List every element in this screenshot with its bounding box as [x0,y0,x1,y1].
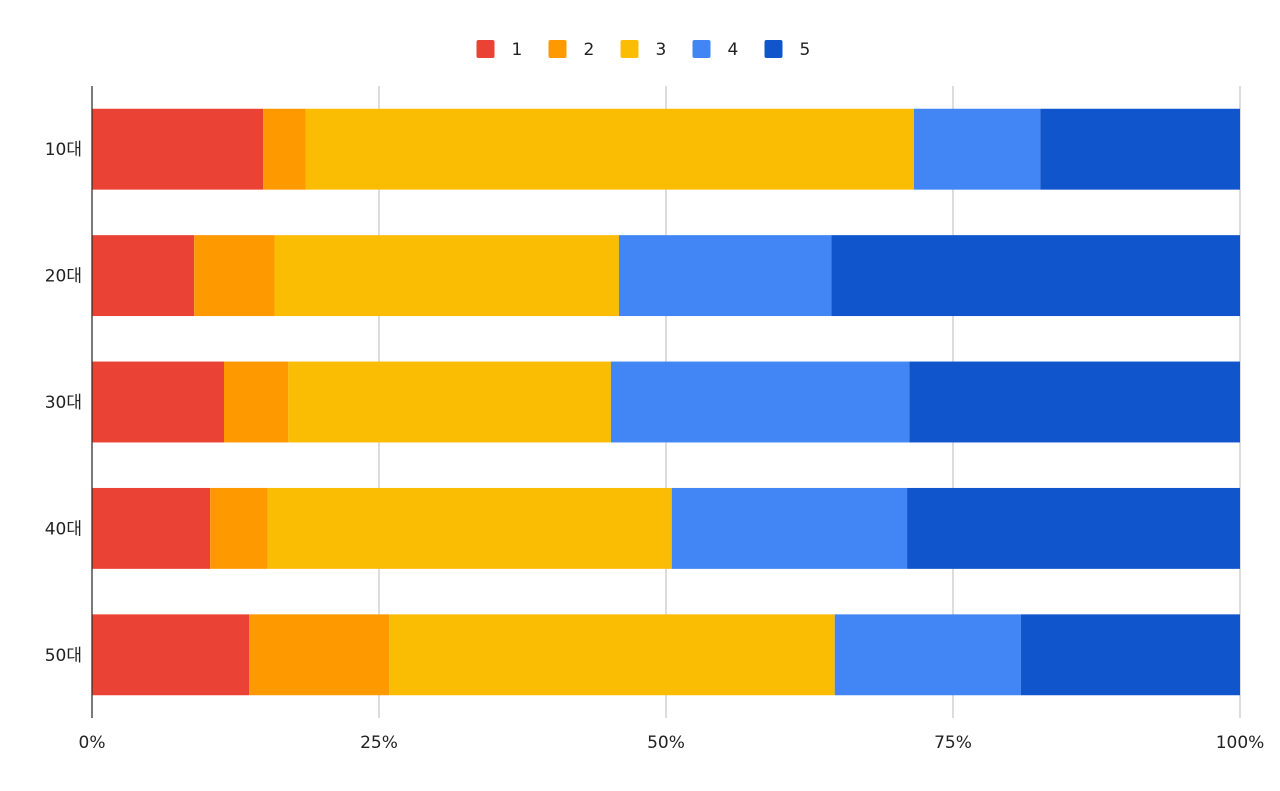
bar-segment-5[interactable] [1020,614,1240,696]
category-labels: 10대 20대 30대 40대 50대 [45,140,82,666]
bar-segment-5[interactable] [909,361,1240,443]
bar-segment-3[interactable] [274,235,619,317]
legend-label: 5 [800,40,811,60]
category-label: 30대 [45,393,82,413]
bar-segment-2[interactable] [194,235,275,317]
bar-segment-2[interactable] [263,108,306,190]
bar-segment-5[interactable] [831,235,1240,317]
legend-swatch [476,40,495,58]
bar-segment-3[interactable] [288,361,611,443]
bar-segment-2[interactable] [210,487,268,569]
x-tick-label: 100% [1216,733,1265,753]
bar-segment-3[interactable] [305,108,914,190]
bars [92,108,1240,696]
legend[interactable]: 1 2 3 4 5 [476,40,811,60]
category-label: 50대 [45,646,82,666]
legend-item-1[interactable]: 1 [476,40,523,60]
x-tick-label: 50% [647,733,685,753]
legend-label: 4 [728,40,739,60]
x-tick-label: 0% [79,733,106,753]
x-tick-labels: 0% 25% 50% 75% 100% [79,733,1265,753]
bar-segment-4[interactable] [610,361,910,443]
legend-label: 1 [512,40,523,60]
category-label: 40대 [45,519,82,539]
bar-segment-2[interactable] [249,614,390,696]
bar-segment-4[interactable] [618,235,832,317]
bar-segment-1[interactable] [92,614,250,696]
bar-segment-1[interactable] [92,108,264,190]
bar-segment-4[interactable] [913,108,1041,190]
legend-swatch [548,40,567,58]
bar-segment-4[interactable] [834,614,1021,696]
bar-segment-2[interactable] [224,361,289,443]
legend-label: 2 [584,40,595,60]
bar-segment-3[interactable] [267,487,672,569]
legend-item-2[interactable]: 2 [548,40,595,60]
legend-swatch [764,40,783,58]
legend-item-4[interactable]: 4 [692,40,739,60]
bar-segment-1[interactable] [92,361,225,443]
legend-swatch [692,40,711,58]
bar-segment-1[interactable] [92,235,195,317]
category-label: 10대 [45,140,82,160]
category-label: 20대 [45,267,82,287]
bar-segment-1[interactable] [92,487,211,569]
x-tick-label: 75% [934,733,972,753]
bar-segment-4[interactable] [671,487,908,569]
legend-swatch [620,40,639,58]
legend-label: 3 [656,40,667,60]
legend-item-3[interactable]: 3 [620,40,667,60]
bar-segment-5[interactable] [907,487,1240,569]
x-tick-label: 25% [360,733,398,753]
legend-item-5[interactable]: 5 [764,40,811,60]
bar-segment-3[interactable] [389,614,835,696]
bar-segment-5[interactable] [1040,108,1240,190]
